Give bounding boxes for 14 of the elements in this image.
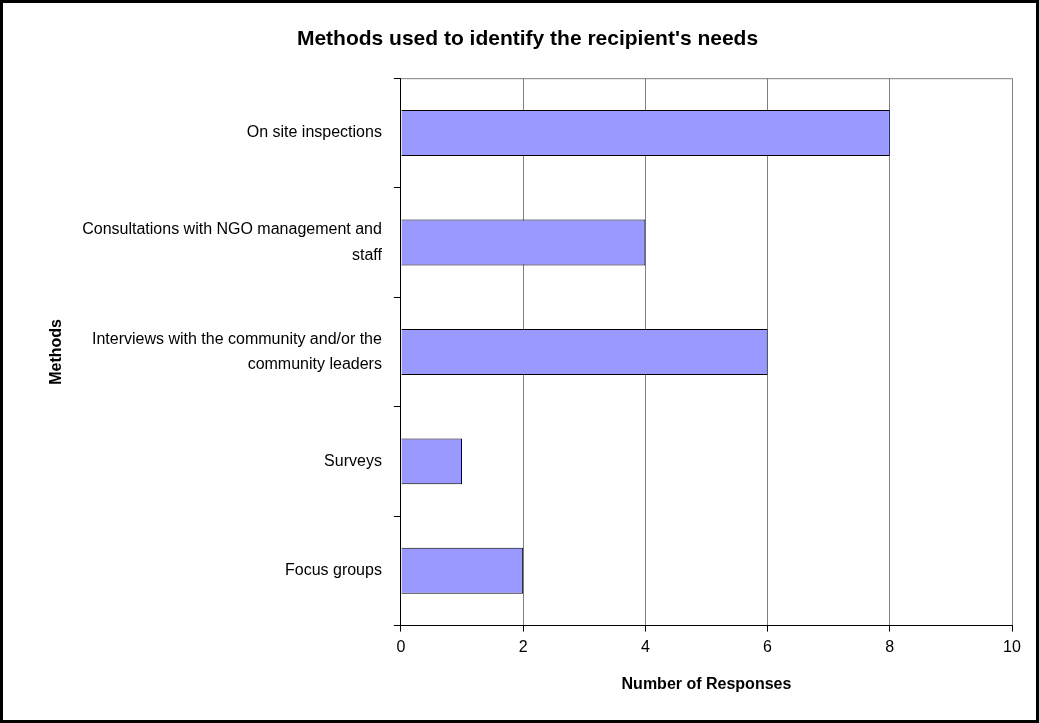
x-tick-label: 10 (1003, 637, 1021, 655)
x-tick-label: 4 (640, 637, 650, 655)
x-tick-label: 6 (763, 637, 773, 655)
y-tick-label: On site inspections (246, 123, 382, 141)
y-tick-label: Focus groups (284, 561, 382, 579)
y-axis-title: Methods (47, 318, 65, 385)
x-tick-label: 2 (518, 637, 528, 655)
chart-title: Methods used to identify the recipient's needs (296, 26, 759, 50)
x-tick-label: 0 (396, 637, 406, 655)
x-axis-title: Number of Responses (621, 674, 792, 692)
x-tick-label: 8 (885, 637, 895, 655)
y-tick-label: Interviews with the community and/or the community leaders (92, 329, 383, 373)
y-tick-label: Surveys (324, 451, 382, 469)
y-tick-label: Consultations with NGO management and staff (82, 220, 383, 263)
